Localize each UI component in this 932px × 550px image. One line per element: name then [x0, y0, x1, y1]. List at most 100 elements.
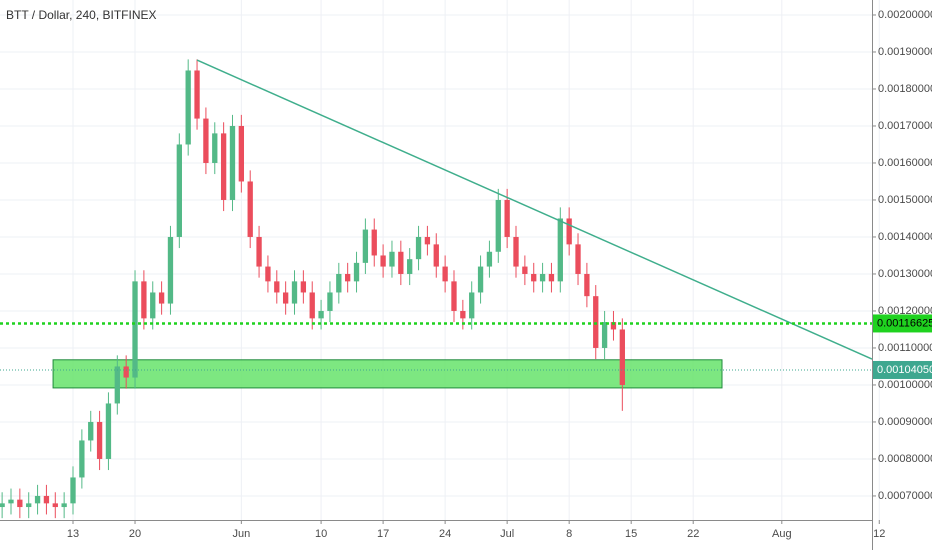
candle-body	[34, 495, 41, 504]
last-price-box	[873, 360, 932, 379]
candle-body	[61, 503, 67, 508]
candle-body	[0, 503, 5, 508]
x-tick-label: Jun	[232, 528, 250, 540]
x-tick-label: 15	[625, 528, 637, 540]
y-tick-label: 0.00130000	[878, 268, 932, 280]
candle-body	[291, 281, 298, 304]
candle-body	[318, 310, 324, 319]
level-label-box	[873, 314, 932, 333]
candle-body	[274, 281, 280, 293]
candle-body	[212, 133, 218, 163]
candle-body	[486, 251, 493, 267]
y-tick-label: 0.00070000	[878, 490, 932, 502]
y-tick-label: 0.00190000	[878, 46, 932, 58]
candle-body	[504, 199, 510, 237]
level-label: 0.00116625	[877, 317, 932, 329]
last-price-label: 0.00104050	[877, 364, 932, 376]
candle-body	[362, 229, 369, 263]
y-tick-label: 0.00140000	[878, 231, 932, 243]
candle-body	[345, 273, 351, 282]
candle-body	[451, 281, 457, 311]
candle-body	[557, 218, 563, 282]
candle-body	[70, 477, 76, 504]
candle-body	[548, 273, 555, 282]
candle-body	[336, 273, 342, 293]
candle-body	[229, 125, 236, 200]
candle-body	[88, 421, 94, 441]
candle-body	[238, 125, 245, 182]
candle-body	[203, 118, 209, 163]
candle-body	[460, 310, 466, 319]
y-tick-label: 0.00150000	[878, 194, 932, 206]
candle-body	[176, 144, 182, 237]
candle-body	[150, 292, 156, 319]
candle-body	[575, 244, 581, 274]
candle-body	[442, 266, 448, 282]
candle-body	[371, 229, 377, 256]
candle-body	[132, 281, 138, 378]
y-tick-label: 0.00090000	[878, 416, 932, 428]
candle-body	[522, 266, 528, 274]
candle-body	[43, 495, 50, 504]
x-tick-label: 22	[687, 528, 699, 540]
support-zone	[52, 359, 723, 389]
candle-body	[469, 292, 475, 319]
candle-body	[17, 499, 23, 508]
y-tick-label: 0.00100000	[878, 379, 932, 391]
candle-body	[185, 70, 191, 145]
y-tick-label: 0.00080000	[878, 453, 932, 465]
candle-body	[194, 70, 200, 119]
candle-body	[8, 499, 14, 504]
candle-body	[407, 259, 413, 274]
candle-body	[433, 244, 439, 267]
candle-body	[477, 266, 484, 293]
candle-body	[105, 403, 112, 459]
candle-body	[353, 262, 360, 282]
candle-body	[141, 281, 147, 319]
y-tick-label: 0.00180000	[878, 83, 932, 95]
x-tick-label: Jul	[500, 528, 514, 540]
x-tick-label: 10	[315, 528, 327, 540]
trend-line	[196, 59, 873, 360]
candle-body	[398, 251, 404, 274]
candle-body	[282, 292, 289, 304]
candle-body	[309, 292, 315, 319]
candle-body	[513, 236, 519, 267]
candle-body	[424, 236, 431, 245]
y-tick-label: 0.00120000	[878, 305, 932, 317]
candle-body	[220, 133, 227, 200]
x-tick-label: 13	[67, 528, 79, 540]
candle-body	[26, 503, 32, 508]
candle-body	[531, 273, 537, 282]
candle-body	[389, 251, 395, 267]
candle-body	[79, 440, 85, 478]
x-tick-label: 17	[377, 528, 389, 540]
candle-body	[114, 366, 120, 404]
candle-body	[415, 236, 422, 260]
x-tick-label: 8	[566, 528, 572, 540]
candle-body	[619, 329, 625, 385]
candle-body	[158, 292, 165, 304]
candle-body	[52, 503, 58, 508]
y-tick-label: 0.00160000	[878, 157, 932, 169]
candle-body	[610, 322, 617, 330]
chart-title: BTT / Dollar, 240, BITFINEX	[6, 8, 157, 22]
candle-body	[495, 199, 501, 252]
x-tick-label: Aug	[772, 528, 792, 540]
x-tick-label: 12	[873, 528, 885, 540]
x-tick-label: 24	[439, 528, 451, 540]
y-tick-label: 0.00170000	[878, 120, 932, 132]
candle-body	[247, 181, 253, 237]
candle-body	[593, 296, 599, 348]
candle-body	[256, 236, 262, 267]
candle-body	[539, 273, 546, 282]
candle-body	[327, 292, 333, 311]
candle-body	[380, 255, 386, 267]
candle-body	[123, 366, 129, 378]
y-tick-label: 0.00110000	[878, 342, 932, 354]
candle-body	[566, 218, 572, 245]
candle-body	[96, 421, 103, 459]
candle-body	[601, 322, 608, 348]
